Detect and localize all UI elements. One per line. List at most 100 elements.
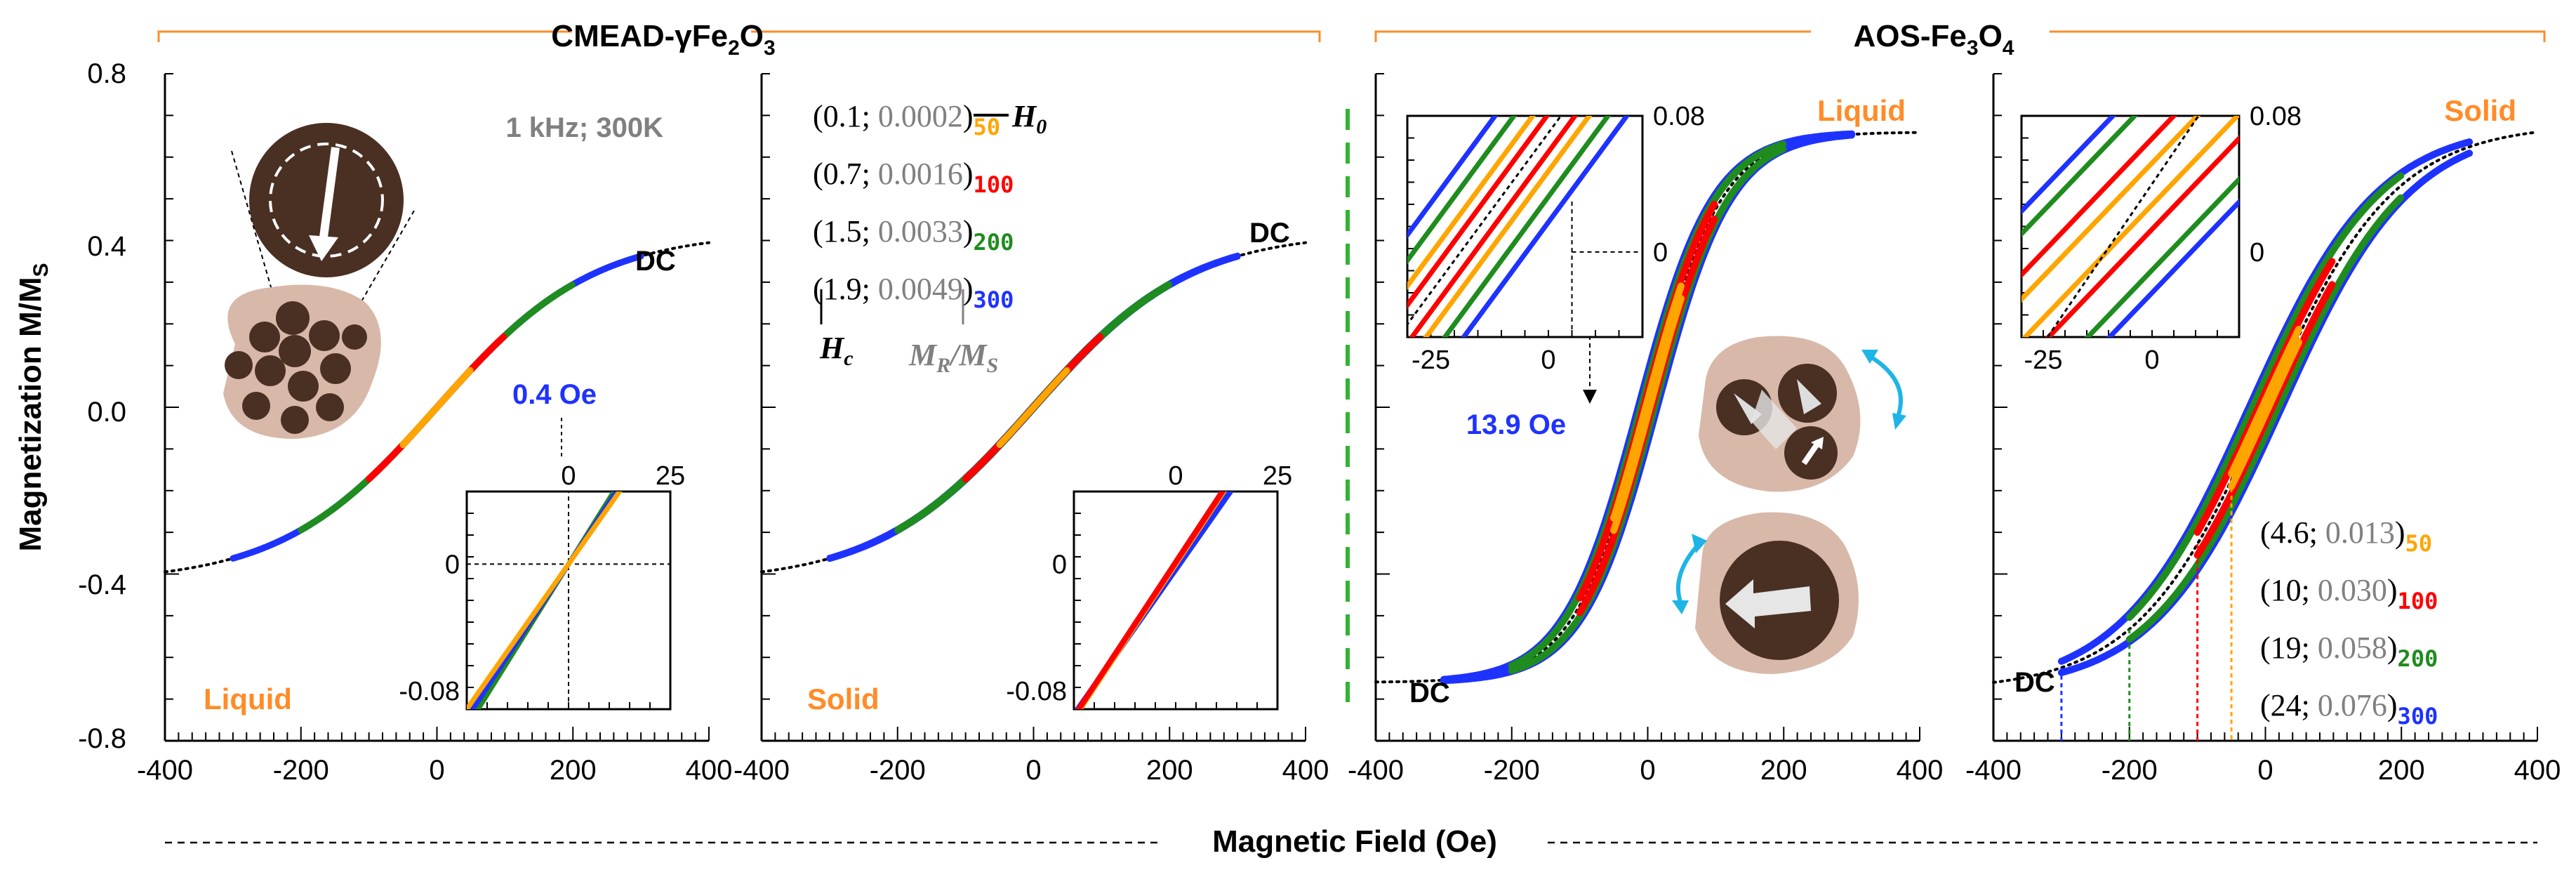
x-axis-label: Magnetic Field (Oe): [1212, 824, 1497, 859]
state-label-solid: Solid: [2444, 94, 2516, 127]
coercivity-annotation: 0.4 Oe: [512, 379, 597, 410]
particle-cluster-illustration: [223, 123, 415, 439]
annotation-arrowhead: [1583, 390, 1597, 404]
x-tick-label: 0: [2257, 755, 2273, 786]
inset-line-f100: [2045, 135, 2239, 337]
x-tick-label: -400: [733, 755, 790, 786]
inset-plot: -25 0 0.08 0: [2020, 102, 2302, 375]
inset-x-tick-label: 25: [656, 461, 685, 491]
legend-axis-keys: H0 Hc MR/MS: [819, 99, 1047, 377]
y-tick-0.0: 0.0: [87, 397, 126, 428]
y-tick-0.4: 0.4: [87, 231, 126, 262]
h0-label: H0: [1011, 99, 1047, 138]
inset-line-f300: [2021, 116, 2117, 215]
inset-x-tick-label: 25: [1263, 461, 1292, 491]
inset-line-f300: [1461, 116, 1631, 337]
legend-hc-mr: (4.6; 0.013)50 (10; 0.030)100 (19; 0.058)2…: [2260, 515, 2438, 730]
condition-label: 1 kHz; 300K: [505, 112, 663, 143]
loop-50-up: [2228, 338, 2302, 490]
x-tick-label: 200: [550, 755, 597, 786]
inset-line-f300: [1407, 116, 1499, 239]
inset-y-tick-label: 0.08: [2250, 102, 2302, 131]
inset-x-tick-label: 0: [1168, 461, 1183, 491]
inset-line-f50: [1423, 116, 1593, 337]
legend-row: (0.7; 0.0016)100: [813, 157, 1014, 198]
state-label-liquid: Liquid: [1817, 94, 1906, 127]
legend-row: (24; 0.076)300: [2260, 688, 2438, 730]
inset-y-tick-label: 0: [1653, 238, 1668, 268]
inset-line-f200: [2084, 176, 2239, 337]
y-tick-labels: 0.8 0.4 0.0 -0.4 -0.8: [78, 58, 126, 754]
inset-dc-line: [1407, 116, 1562, 327]
x-tick-label: -200: [870, 755, 926, 786]
coercivity-annotation: 13.9 Oe: [1466, 409, 1566, 440]
dc-label: DC: [1249, 218, 1290, 249]
inset-plot: -25 0 0.08 0: [1406, 102, 1705, 375]
y-tick-0.8: 0.8: [87, 58, 126, 89]
inset-y-tick-label: -0.08: [1006, 677, 1067, 706]
x-tick-label: 400: [1282, 755, 1329, 786]
inset-loops: [467, 492, 670, 709]
group-title-left: CMEAD-γFe2O3: [551, 19, 775, 60]
inset-loops: [1407, 116, 1642, 337]
group-bracket-right: [1374, 30, 2546, 42]
y-tick-neg0.8: -0.8: [78, 723, 126, 754]
loop-200-up: [2125, 194, 2405, 643]
x-tick-label: -200: [273, 755, 329, 786]
legend-row: (0.1; 0.0002)50: [813, 99, 1000, 140]
inset-line-f100: [1075, 492, 1226, 709]
inset-x-tick-label: 0: [1541, 345, 1555, 375]
inset-line-f200: [1407, 116, 1518, 265]
x-tick-label: 400: [686, 755, 733, 786]
inset-line-f200: [1442, 116, 1612, 337]
mr-ms-label: MR/MS: [908, 338, 998, 377]
legend-row: (10; 0.030)100: [2260, 573, 2438, 614]
inset-x-tick-label: 0: [2144, 345, 2159, 375]
particle-rotation-illustration: [1672, 336, 1906, 674]
inset-line-f100: [2021, 116, 2177, 279]
loop-50-down: [399, 367, 474, 448]
x-tick-label: 0: [1640, 755, 1655, 786]
x-tick-label: 0: [1025, 755, 1041, 786]
inset-y-tick-label: 0: [445, 550, 460, 579]
panel-cmead-liquid: -400 -200 0 200 400 0 25 0 -0.08: [137, 73, 733, 786]
loop-50-down: [2228, 326, 2302, 477]
x-tick-label: 400: [1897, 755, 1944, 786]
inset-plot: 0 25 0 -0.08: [1006, 461, 1292, 711]
inset-y-tick-label: 0: [2250, 238, 2264, 268]
inset-y-tick-label: 0: [1052, 550, 1067, 579]
legend-row: (19; 0.058)200: [2260, 631, 2438, 672]
group-title-right: AOS-Fe3O4: [1854, 19, 2014, 60]
inset-line-f50: [2021, 116, 2201, 303]
inset-x-tick-label: -25: [2024, 345, 2063, 375]
inset-line-f50: [2021, 116, 2239, 337]
legend-row: (1.9; 0.0049)300: [813, 272, 1014, 313]
x-tick-label: -400: [137, 755, 193, 786]
inset-y-tick-label: 0.08: [1653, 102, 1705, 131]
inset-line-f100: [1407, 116, 1551, 310]
inset-x-tick-label: -25: [1412, 345, 1450, 375]
panel-cmead-solid: -400 -200 0 200 400 0 25 0 -0.08: [733, 73, 1329, 786]
loop-50-down: [1610, 282, 1685, 522]
dc-label: DC: [1409, 678, 1450, 708]
loop-50-down: [996, 367, 1070, 448]
inset-loops: [2021, 116, 2239, 337]
inset-loops: [1074, 492, 1234, 709]
inset-y-tick-label: -0.08: [399, 677, 460, 706]
legend-row: (1.5; 0.0033)200: [813, 214, 1014, 256]
y-tick-neg0.4: -0.4: [78, 569, 126, 600]
x-tick-label: 0: [429, 755, 444, 786]
inset-plot: 0 25 0 -0.08: [399, 461, 685, 711]
state-label-solid: Solid: [807, 683, 879, 716]
inset-line-f100: [1409, 116, 1579, 337]
x-tick-label: -200: [1484, 755, 1540, 786]
x-tick-label: 200: [1760, 755, 1807, 786]
legend-row: (4.6; 0.013)50: [2260, 515, 2432, 557]
panel-aos-liquid: -400 -200 0 200 400 -25 0 0.08 0: [1348, 73, 1944, 786]
legend-hc-mr: (0.1; 0.0002)50 (0.7; 0.0016)100 (1.5; 0.0…: [813, 99, 1014, 313]
group-bracket-left: [157, 30, 1321, 42]
state-label-liquid: Liquid: [204, 683, 292, 716]
panel-aos-solid: -400 -200 0 200 400 -25 0 0.08 0: [1965, 73, 2561, 786]
x-tick-label: 400: [2514, 755, 2561, 786]
